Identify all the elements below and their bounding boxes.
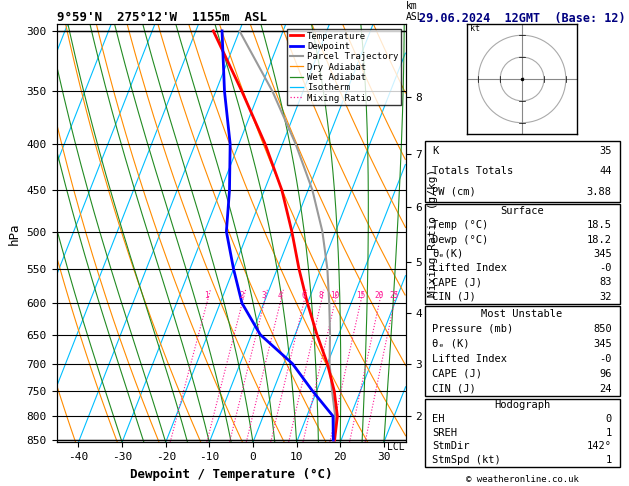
Text: PW (cm): PW (cm) <box>432 187 476 196</box>
Text: kt: kt <box>470 24 479 33</box>
Text: StmSpd (kt): StmSpd (kt) <box>432 455 501 465</box>
X-axis label: Dewpoint / Temperature (°C): Dewpoint / Temperature (°C) <box>130 468 332 481</box>
Y-axis label: Mixing Ratio (g/kg): Mixing Ratio (g/kg) <box>428 169 438 297</box>
Text: 10: 10 <box>330 291 339 300</box>
Text: 8: 8 <box>318 291 323 300</box>
Text: 18.2: 18.2 <box>587 235 612 245</box>
Y-axis label: hPa: hPa <box>8 222 21 244</box>
Text: Dewp (°C): Dewp (°C) <box>432 235 489 245</box>
Text: K: K <box>432 146 438 156</box>
Text: 20: 20 <box>375 291 384 300</box>
Text: StmDir: StmDir <box>432 441 470 451</box>
Text: Lifted Index: Lifted Index <box>432 354 508 364</box>
Text: 29.06.2024  12GMT  (Base: 12): 29.06.2024 12GMT (Base: 12) <box>419 12 625 25</box>
Text: LCL: LCL <box>387 442 404 452</box>
Text: EH: EH <box>432 414 445 424</box>
Text: -0: -0 <box>599 354 612 364</box>
Text: Totals Totals: Totals Totals <box>432 166 514 176</box>
Text: 83: 83 <box>599 278 612 287</box>
Text: 345: 345 <box>593 249 612 259</box>
Text: 15: 15 <box>356 291 365 300</box>
Text: © weatheronline.co.uk: © weatheronline.co.uk <box>465 474 579 484</box>
Text: CAPE (J): CAPE (J) <box>432 278 482 287</box>
Text: 32: 32 <box>599 292 612 302</box>
Text: 345: 345 <box>593 339 612 348</box>
Text: θₑ (K): θₑ (K) <box>432 339 470 348</box>
Text: SREH: SREH <box>432 428 457 437</box>
Text: Temp (°C): Temp (°C) <box>432 221 489 230</box>
Text: 1: 1 <box>204 291 209 300</box>
Legend: Temperature, Dewpoint, Parcel Trajectory, Dry Adiabat, Wet Adiabat, Isotherm, Mi: Temperature, Dewpoint, Parcel Trajectory… <box>287 29 401 105</box>
Text: CIN (J): CIN (J) <box>432 292 476 302</box>
Text: Pressure (mb): Pressure (mb) <box>432 324 514 334</box>
Text: 44: 44 <box>599 166 612 176</box>
Text: 18.5: 18.5 <box>587 221 612 230</box>
Text: 2: 2 <box>240 291 245 300</box>
Text: 3.88: 3.88 <box>587 187 612 196</box>
Text: 24: 24 <box>599 383 612 394</box>
Text: CAPE (J): CAPE (J) <box>432 368 482 379</box>
Text: 35: 35 <box>599 146 612 156</box>
Text: 1: 1 <box>606 455 612 465</box>
Text: Most Unstable: Most Unstable <box>481 309 563 319</box>
Text: 9°59'N  275°12'W  1155m  ASL: 9°59'N 275°12'W 1155m ASL <box>57 11 267 24</box>
Text: 0: 0 <box>606 414 612 424</box>
Text: Surface: Surface <box>500 206 544 216</box>
Text: 6: 6 <box>301 291 306 300</box>
Text: 1: 1 <box>606 428 612 437</box>
Text: km
ASL: km ASL <box>406 0 423 22</box>
Text: Hodograph: Hodograph <box>494 400 550 410</box>
Text: 25: 25 <box>389 291 399 300</box>
Text: 142°: 142° <box>587 441 612 451</box>
Text: 3: 3 <box>262 291 266 300</box>
Text: -0: -0 <box>599 263 612 273</box>
Text: θₑ(K): θₑ(K) <box>432 249 464 259</box>
Text: Lifted Index: Lifted Index <box>432 263 508 273</box>
Text: 850: 850 <box>593 324 612 334</box>
Text: CIN (J): CIN (J) <box>432 383 476 394</box>
Text: 4: 4 <box>278 291 282 300</box>
Text: 96: 96 <box>599 368 612 379</box>
